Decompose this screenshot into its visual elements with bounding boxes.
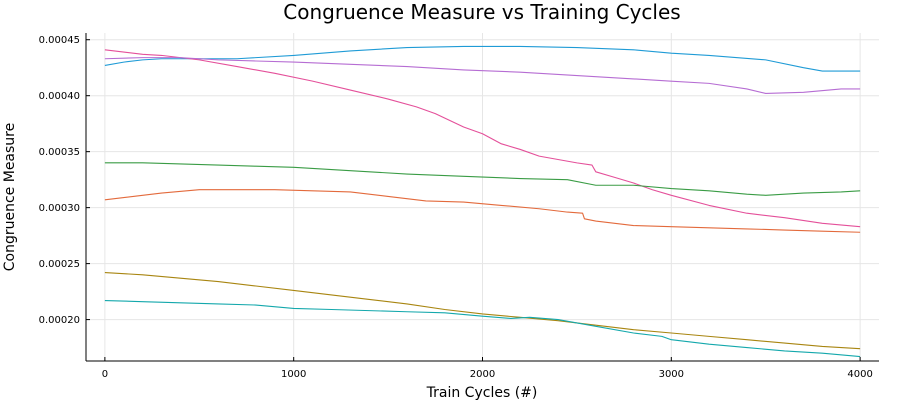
series-layer [104,45,861,358]
chart-title: Congruence Measure vs Training Cycles [283,0,680,24]
series-line-2 [104,49,861,228]
y-tick-label: 0.00020 [39,315,80,326]
grid [86,33,879,361]
series-line-4 [104,162,861,196]
y-tick-label: 0.00030 [39,203,80,214]
x-tick-label: 4000 [847,369,872,380]
x-tick-label: 1000 [281,369,306,380]
series-line-6 [104,272,861,350]
y-tick-label: 0.00035 [39,147,80,158]
y-tick-label: 0.00040 [39,91,80,102]
y-axis-label: Congruence Measure [2,123,18,271]
y-tick-label: 0.00025 [39,259,80,270]
x-tick-label: 2000 [470,369,495,380]
tick-labels: 0 1000 2000 3000 4000 0.00020 0.00025 0.00030 0.… [39,35,873,380]
x-axis-label: Train Cycles (#) [426,385,538,400]
x-tick-label: 3000 [659,369,684,380]
axes [85,33,879,362]
series-line-7 [104,300,861,358]
series-line-5 [104,189,861,233]
x-tick-label: 0 [102,369,108,380]
y-tick-label: 0.00045 [39,35,80,46]
series-line-3 [104,57,861,94]
series-line-1 [104,45,861,72]
